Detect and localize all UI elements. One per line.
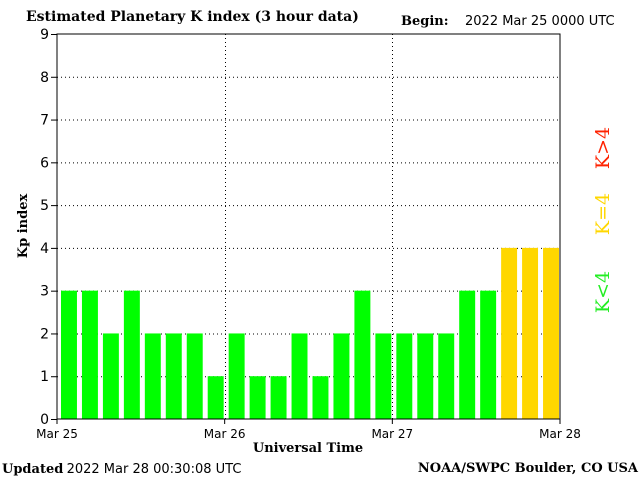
grid xyxy=(57,34,560,419)
kp-bar xyxy=(61,290,77,419)
y-tick-label: 7 xyxy=(40,113,49,129)
plot-frame xyxy=(56,33,561,420)
x-tick-label: Mar 27 xyxy=(371,427,413,441)
kp-bar xyxy=(249,376,266,419)
kp-bar xyxy=(396,333,413,419)
y-tick-label: 8 xyxy=(40,70,49,86)
x-tick-label: Mar 26 xyxy=(204,427,246,441)
y-tick-label: 5 xyxy=(40,198,49,214)
kp-bar xyxy=(102,333,119,419)
bar-series xyxy=(61,247,559,419)
y-tick-label: 4 xyxy=(40,241,49,257)
kp-bar xyxy=(144,333,161,419)
kp-bar xyxy=(207,376,224,419)
kp-bar xyxy=(270,376,287,419)
y-tick-label: 2 xyxy=(40,326,49,342)
updated-timestamp: Updated 2022 Mar 28 00:30:08 UTC xyxy=(2,461,241,477)
kp-bar xyxy=(354,290,371,419)
x-tick-labels: Mar 25 Mar 26 Mar 27 Mar 28 xyxy=(36,419,581,441)
kp-bar xyxy=(228,333,245,419)
begin-date: 2022 Mar 25 0000 UTC xyxy=(465,14,615,29)
updated-label: Updated xyxy=(2,462,64,477)
x-tick-label: Mar 28 xyxy=(539,427,581,441)
kp-bar xyxy=(438,333,455,419)
kp-bar xyxy=(543,247,559,419)
begin-label: Begin: xyxy=(401,14,449,29)
kp-bar xyxy=(123,290,140,419)
legend-label: K>4 xyxy=(592,127,614,169)
kp-bar xyxy=(417,333,434,419)
kp-bar xyxy=(165,333,182,419)
kp-bar xyxy=(480,290,497,419)
y-tick-labels: 0 1 2 3 4 5 6 7 8 9 xyxy=(40,27,57,428)
y-tick-label: 3 xyxy=(40,284,49,300)
updated-value: 2022 Mar 28 00:30:08 UTC xyxy=(66,462,242,477)
kp-bar xyxy=(375,333,392,419)
legend-label: K=4 xyxy=(592,193,614,235)
kp-bar xyxy=(459,290,476,419)
kp-bar xyxy=(333,333,350,419)
kp-bar xyxy=(81,290,98,419)
chart-title: Estimated Planetary K index (3 hour data… xyxy=(26,9,359,25)
kp-bar xyxy=(522,247,539,419)
y-tick-label: 1 xyxy=(40,369,49,385)
x-tick-label: Mar 25 xyxy=(36,427,78,441)
credit-line: NOAA/SWPC Boulder, CO USA xyxy=(417,461,638,476)
legend-label: K<4 xyxy=(592,271,614,313)
y-tick-label: 0 xyxy=(40,412,49,428)
y-axis-label: Kp index xyxy=(16,194,31,259)
y-tick-label: 9 xyxy=(40,27,49,43)
kp-bar xyxy=(186,333,203,419)
kp-bar xyxy=(291,333,308,419)
kp-bar xyxy=(312,376,329,419)
k-legend: K<4 K=4 K>4 xyxy=(592,127,614,313)
kp-bar xyxy=(501,247,518,419)
y-tick-label: 6 xyxy=(40,155,49,171)
x-axis-label: Universal Time xyxy=(253,441,363,456)
